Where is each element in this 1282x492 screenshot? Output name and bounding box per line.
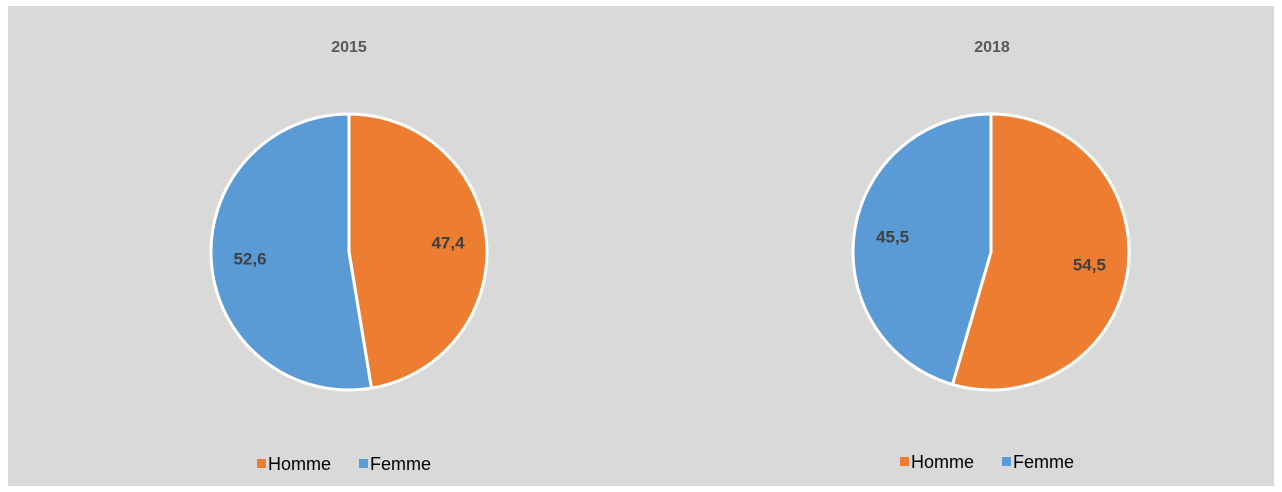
pie-charts: 2015 47,4 52,6 Homme Femme 2018 54,5 45,… (209, 39, 1131, 474)
legend-label-homme: Homme (911, 452, 974, 472)
legend-swatch-homme (900, 457, 909, 466)
legend-swatch-femme (1002, 457, 1011, 466)
legend: Homme Femme (257, 454, 431, 474)
legend-label-homme: Homme (268, 454, 331, 474)
pie-slice-femme (851, 112, 993, 387)
pie-chart-2018: 2018 54,5 45,5 Homme Femme (851, 39, 1131, 472)
legend-label-femme: Femme (370, 454, 431, 474)
chart-area: 2015 47,4 52,6 Homme Femme 2018 54,5 45,… (8, 6, 1274, 486)
legend-label-femme: Femme (1013, 452, 1074, 472)
data-label-femme: 52,6 (233, 250, 266, 269)
pie-slice-homme (347, 112, 489, 390)
data-label-homme: 54,5 (1073, 255, 1106, 274)
data-label-femme: 45,5 (876, 227, 909, 246)
pie-slice-femme (209, 112, 373, 392)
data-label-homme: 47,4 (431, 233, 465, 252)
legend-swatch-femme (359, 459, 368, 468)
legend-swatch-homme (257, 459, 266, 468)
chart-title: 2018 (974, 39, 1010, 56)
pie-slice-homme (951, 112, 1131, 392)
chart-title: 2015 (331, 39, 367, 56)
pie-chart-2015: 2015 47,4 52,6 Homme Femme (209, 39, 489, 474)
legend: Homme Femme (900, 452, 1074, 472)
